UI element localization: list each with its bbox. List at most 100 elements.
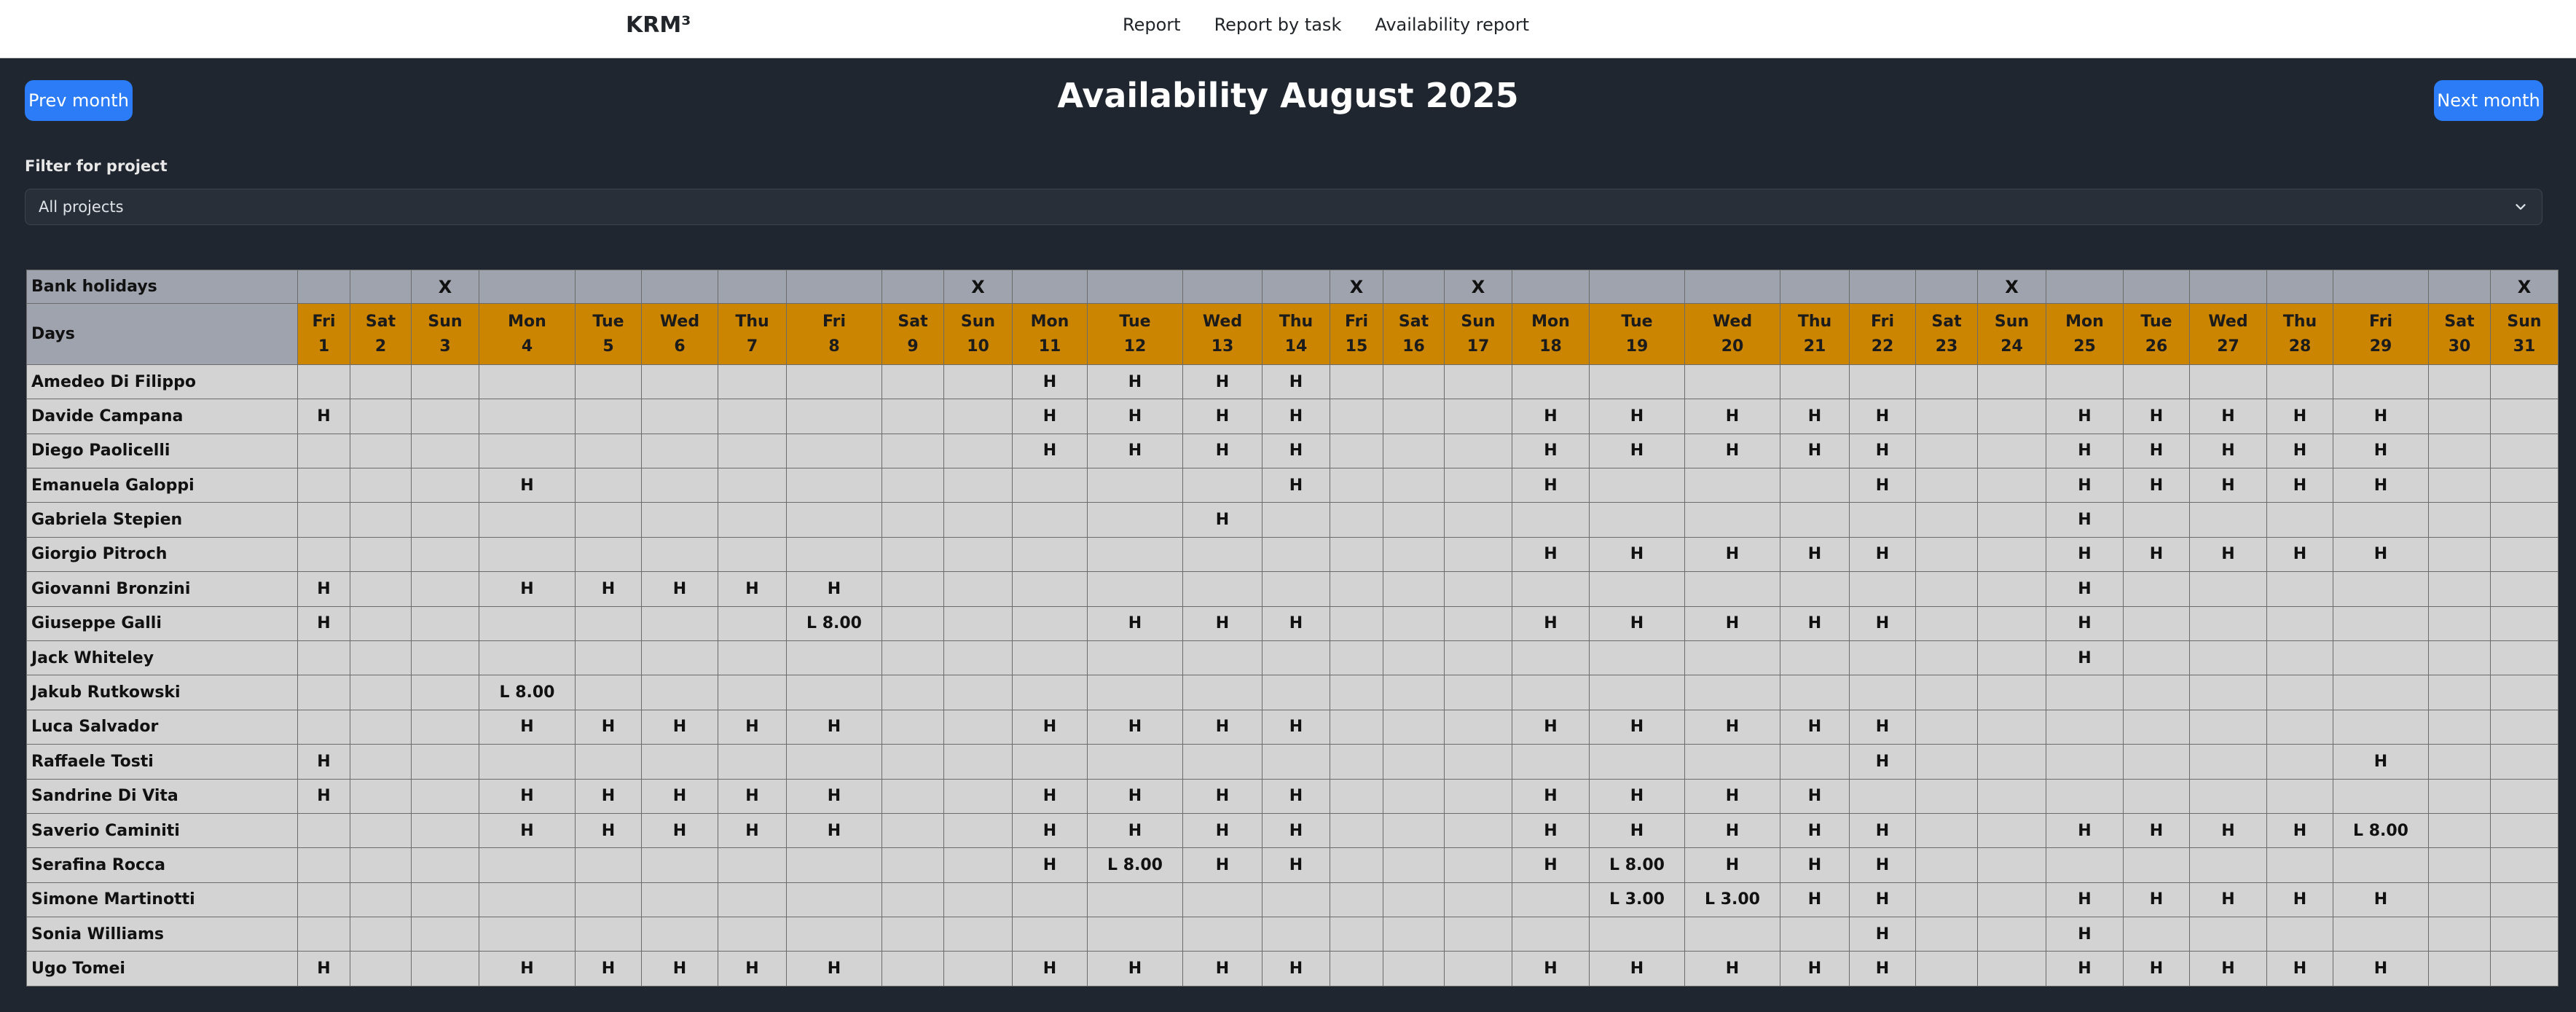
holiday-cell [2046, 269, 2124, 305]
availability-cell: H [786, 812, 882, 849]
availability-cell [1915, 502, 1978, 538]
availability-cell [297, 502, 350, 538]
availability-cell [2266, 502, 2333, 538]
availability-cell: H [1780, 951, 1850, 986]
day-header-cell: Sun 3 [411, 303, 479, 365]
availability-cell: H [2123, 812, 2190, 849]
availability-cell [1262, 917, 1330, 952]
availability-cell [575, 364, 642, 400]
chevron-down-icon [2516, 204, 2526, 210]
availability-cell [881, 502, 944, 538]
availability-cell [943, 536, 1013, 573]
availability-cell [1444, 917, 1512, 952]
day-header-cell: Sat 23 [1915, 303, 1978, 365]
availability-cell: H [1182, 847, 1263, 883]
availability-cell [2490, 882, 2559, 918]
day-of-week: Thu [2282, 312, 2317, 331]
availability-cell [411, 433, 479, 468]
availability-cell [2189, 675, 2267, 710]
person-name: Giovanni Bronzini [26, 571, 298, 607]
availability-cell: H [1684, 605, 1780, 641]
availability-cell: H [2123, 433, 2190, 468]
day-number: 29 [2369, 337, 2392, 356]
availability-cell [1444, 399, 1512, 434]
availability-cell: H [1684, 399, 1780, 434]
availability-cell [786, 433, 882, 468]
day-of-week: Fri [822, 312, 846, 331]
availability-cell [1182, 536, 1263, 573]
availability-cell [2046, 744, 2124, 780]
availability-cell [1589, 640, 1685, 676]
availability-cell [1087, 536, 1183, 573]
availability-cell: H [2333, 882, 2429, 918]
prev-month-button[interactable]: Prev month [25, 80, 133, 121]
availability-cell: H [1684, 433, 1780, 468]
holiday-cell [1589, 269, 1685, 305]
availability-cell: H [1262, 433, 1330, 468]
holiday-cell [350, 269, 412, 305]
nav-link-report-by-task[interactable]: Report by task [1214, 15, 1342, 35]
availability-cell: H [1849, 399, 1916, 434]
availability-cell: L 8.00 [1087, 847, 1183, 883]
availability-cell [411, 605, 479, 641]
availability-cell: H [2123, 399, 2190, 434]
availability-cell [297, 640, 350, 676]
availability-cell [2123, 571, 2190, 607]
nav-link-report[interactable]: Report [1123, 15, 1181, 35]
availability-cell [1444, 847, 1512, 883]
availability-cell [1915, 812, 1978, 849]
bank-holidays-label: Bank holidays [26, 269, 298, 305]
day-header-cell: Tue 5 [575, 303, 642, 365]
project-filter-select[interactable]: All projects [25, 189, 2542, 225]
availability-cell [1383, 467, 1445, 503]
day-number: 15 [1345, 337, 1368, 356]
person-row: Jakub Rutkowski L 8.00 [26, 675, 2559, 710]
day-number: 30 [2448, 337, 2471, 356]
day-number: 13 [1211, 337, 1234, 356]
nav-link-availability-report[interactable]: Availability report [1375, 15, 1530, 35]
availability-cell [1684, 640, 1780, 676]
availability-cell [943, 605, 1013, 641]
availability-cell [1977, 640, 2046, 676]
availability-cell [1589, 467, 1685, 503]
availability-cell: H [2123, 882, 2190, 918]
availability-cell: H [2046, 882, 2124, 918]
availability-cell [2428, 536, 2491, 573]
availability-cell [2490, 467, 2559, 503]
person-name: Gabriela Stepien [26, 502, 298, 538]
day-of-week: Sat [365, 312, 396, 331]
availability-cell: H [1262, 467, 1330, 503]
next-month-button[interactable]: Next month [2434, 80, 2543, 121]
availability-cell [881, 467, 944, 503]
availability-cell: H [1780, 709, 1850, 745]
availability-cell: H [575, 778, 642, 814]
availability-cell [1383, 709, 1445, 745]
availability-cell [641, 399, 718, 434]
availability-cell: H [1087, 364, 1183, 400]
person-row: Raffaele Tosti H H H [26, 744, 2559, 780]
availability-cell: H [1262, 778, 1330, 814]
availability-cell [1330, 847, 1383, 883]
availability-cell: H [1262, 709, 1330, 745]
availability-cell [718, 502, 787, 538]
availability-cell: H [1512, 467, 1590, 503]
availability-cell: L 3.00 [1684, 882, 1780, 918]
availability-cell [2490, 640, 2559, 676]
availability-cell: H [641, 778, 718, 814]
availability-cell: H [1087, 951, 1183, 986]
availability-cell: H [1262, 399, 1330, 434]
availability-cell [1684, 675, 1780, 710]
availability-cell: H [1512, 847, 1590, 883]
availability-cell [641, 364, 718, 400]
availability-cell: H [1087, 399, 1183, 434]
availability-cell: H [2189, 882, 2267, 918]
holiday-cell [1849, 269, 1916, 305]
availability-cell [1182, 571, 1263, 607]
availability-cell: H [2046, 812, 2124, 849]
availability-cell: H [1589, 433, 1685, 468]
availability-cell [1849, 571, 1916, 607]
day-number: 21 [1803, 337, 1826, 356]
availability-cell [1977, 847, 2046, 883]
availability-cell [1383, 812, 1445, 849]
brand-logo[interactable]: KRM³ [626, 12, 691, 38]
